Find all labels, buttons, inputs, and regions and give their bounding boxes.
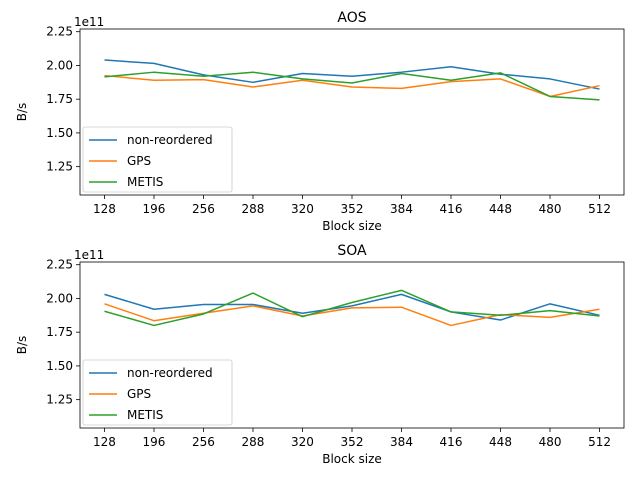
chart-title: AOS: [337, 10, 366, 26]
y-tick-label: 2.00: [46, 58, 73, 72]
y-axis-label: B/s: [15, 103, 29, 122]
series-line-gps: [104, 303, 600, 327]
legend-entry: non-reordered: [127, 366, 213, 380]
chart-panel-aos: AOS 1e11 1.25 1.50 1.75 2.00 2.25 128 196 256 288 3…: [15, 10, 625, 233]
y-tick-label: 1.75: [46, 92, 73, 106]
x-tick-label: 448: [489, 435, 512, 449]
x-tick-label: 196: [143, 435, 166, 449]
x-tick-label: 128: [93, 435, 116, 449]
legend: non-reordered GPS METIS: [82, 126, 233, 193]
plot-frame: [79, 28, 625, 196]
x-tick-label: 320: [291, 435, 314, 449]
y-axis-label: B/s: [15, 336, 29, 355]
y-offset-label: 1e11: [74, 248, 104, 262]
series-line-metis: [104, 71, 600, 101]
legend-entry: GPS: [127, 154, 151, 168]
legend: non-reordered GPS METIS: [82, 359, 233, 426]
series-line-gps: [104, 74, 600, 98]
x-tick-label: 384: [390, 202, 413, 216]
y-tick-label: 1.50: [46, 359, 73, 373]
x-tick-label: 352: [341, 435, 364, 449]
x-tick-label: 512: [588, 202, 611, 216]
y-tick-label: 2.00: [46, 291, 73, 305]
x-tick-label: 196: [143, 202, 166, 216]
x-tick-label: 480: [539, 435, 562, 449]
x-tick-label: 352: [341, 202, 364, 216]
legend-entry: GPS: [127, 387, 151, 401]
x-tick-label: 416: [440, 435, 463, 449]
y-tick-label: 1.25: [46, 160, 73, 174]
x-tick-label: 512: [588, 435, 611, 449]
x-tick-label: 480: [539, 202, 562, 216]
x-axis-label: Block size: [322, 452, 382, 466]
x-tick-label: 384: [390, 435, 413, 449]
x-tick-label: 256: [192, 435, 215, 449]
legend-entry: non-reordered: [127, 133, 213, 147]
y-tick-label: 1.75: [46, 325, 73, 339]
y-tick-label: 2.25: [46, 25, 73, 39]
series-line-metis: [104, 289, 600, 327]
x-axis-label: Block size: [322, 219, 382, 233]
x-tick-label: 320: [291, 202, 314, 216]
legend-box: [82, 359, 233, 426]
series-line-non-reordered: [104, 293, 600, 321]
plot-frame: [79, 261, 625, 429]
x-tick-label: 288: [242, 435, 265, 449]
chart-title: SOA: [337, 243, 367, 259]
legend-box: [82, 126, 233, 193]
chart-panel-soa: SOA 1e11 1.25 1.50 1.75 2.00 2.25 128 196 256 288 3…: [15, 243, 625, 466]
legend-entry: METIS: [127, 175, 163, 189]
x-tick-label: 256: [192, 202, 215, 216]
y-tick-label: 2.25: [46, 258, 73, 272]
y-offset-label: 1e11: [74, 15, 104, 29]
x-tick-label: 128: [93, 202, 116, 216]
y-tick-label: 1.50: [46, 126, 73, 140]
legend-entry: METIS: [127, 408, 163, 422]
y-tick-label: 1.25: [46, 393, 73, 407]
x-tick-label: 288: [242, 202, 265, 216]
x-tick-label: 448: [489, 202, 512, 216]
series-line-non-reordered: [104, 59, 600, 90]
x-tick-label: 416: [440, 202, 463, 216]
